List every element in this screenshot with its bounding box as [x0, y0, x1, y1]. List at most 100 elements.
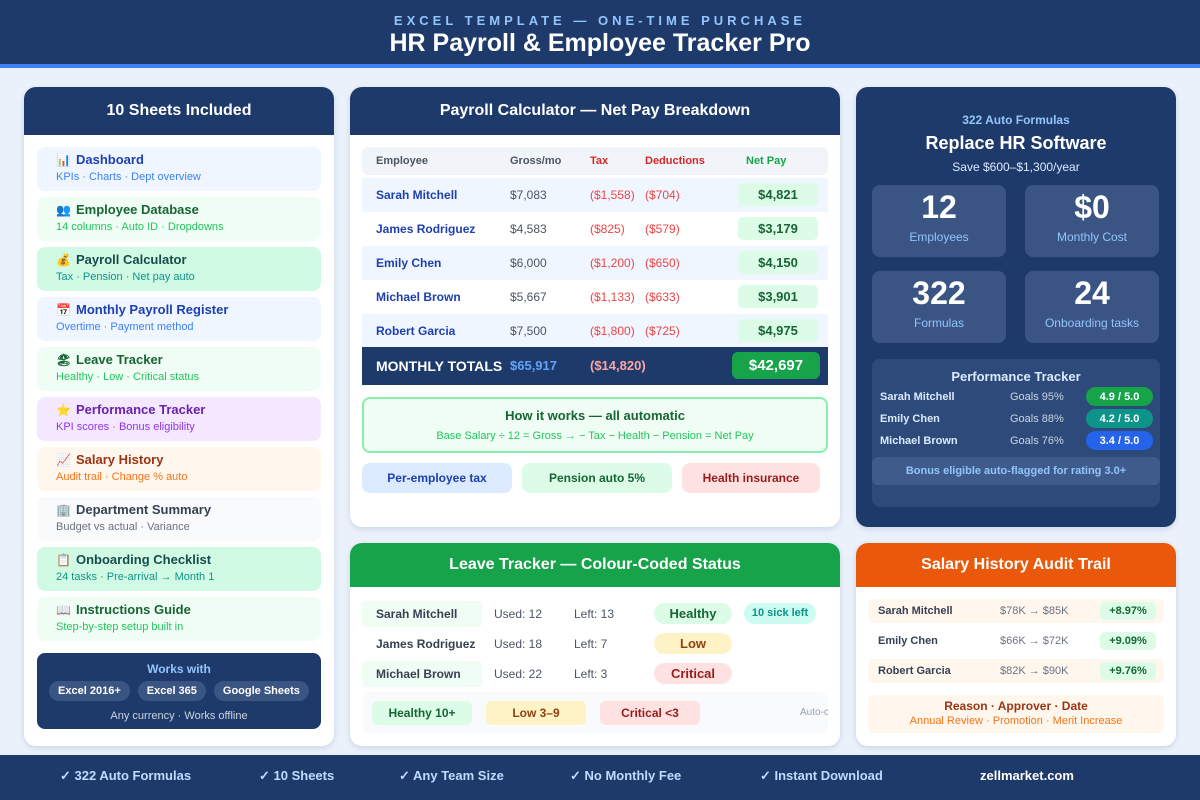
sheet-name: Employee Database: [76, 202, 199, 217]
table-row: James Rodriguez $4,583 ($825) ($579) $3,…: [362, 212, 828, 246]
sheet-item[interactable]: 🏖 Leave Tracker Healthy · Low · Critical …: [37, 347, 321, 391]
sheet-item[interactable]: 🏢 Department Summary Budget vs actual · V…: [37, 497, 321, 541]
leave-name: Sarah Mitchell: [362, 601, 482, 627]
sheet-desc: Audit trail · Change % auto: [56, 471, 188, 483]
sheet-item[interactable]: 💰 Payroll Calculator Tax · Pension · Net …: [37, 247, 321, 291]
col-tax: Tax: [590, 155, 609, 167]
gross: $4,583: [510, 222, 547, 236]
sheet-name: Leave Tracker: [76, 352, 163, 367]
salary-row: Emily Chen $66K → $72K +9.09%: [868, 629, 1164, 653]
sick-left-badge: 10 sick left: [744, 603, 816, 624]
deductions: ($704): [645, 188, 680, 202]
table-row: Robert Garcia $7,500 ($1,800) ($725) $4,…: [362, 314, 828, 348]
sheet-name: Dashboard: [76, 152, 144, 167]
sheet-desc: 14 columns · Auto ID · Dropdowns: [56, 221, 224, 233]
sheet-icon: 📊: [56, 153, 71, 167]
salary-name: Emily Chen: [878, 635, 938, 647]
page-header: EXCEL TEMPLATE — ONE-TIME PURCHASE HR Pa…: [0, 0, 1200, 68]
sheet-desc: Step-by-step setup built in: [56, 621, 184, 633]
stat-value: 24: [1074, 275, 1110, 311]
sheet-item[interactable]: 📋 Onboarding Checklist 24 tasks · Pre-arr…: [37, 547, 321, 591]
works-with-footer: Any currency · Works offline: [110, 710, 248, 722]
perf-name: Sarah Mitchell: [880, 391, 955, 403]
legend-low: Low 3–9: [486, 701, 586, 725]
sheet-icon: 📅: [56, 303, 71, 317]
legend-healthy: Healthy 10+: [372, 701, 472, 725]
sheet-item[interactable]: 👥 Employee Database 14 columns · Auto ID …: [37, 197, 321, 241]
footer-bar: ✓ 322 Auto Formulas ✓ 10 Sheets ✓ Any Te…: [0, 755, 1200, 800]
payroll-card: Payroll Calculator — Net Pay Breakdown E…: [350, 87, 840, 527]
perf-goals: Goals 95%: [1010, 391, 1064, 403]
leave-used: Used: 18: [494, 637, 543, 651]
leave-left: Left: 13: [574, 607, 615, 621]
leave-status: Critical: [654, 663, 732, 684]
tax: ($1,133): [590, 290, 635, 304]
net-pay: $4,150: [738, 251, 818, 274]
salary-card: Salary History Audit Trail Sarah Mitchel…: [856, 543, 1176, 746]
sheet-desc: Healthy · Low · Critical status: [56, 371, 200, 383]
sheet-name: Department Summary: [76, 502, 212, 517]
chip-pension: Pension auto 5%: [522, 463, 672, 493]
performance-box: Performance Tracker Sarah Mitchell Goals…: [872, 359, 1160, 507]
sheet-name: Instructions Guide: [76, 602, 191, 617]
stat-onboarding: 24 Onboarding tasks: [1025, 271, 1159, 343]
leave-left: Left: 3: [574, 667, 608, 681]
salary-reasons: Annual Review · Promotion · Merit Increa…: [909, 715, 1123, 727]
table-row: Sarah Mitchell $7,083 ($1,558) ($704) $4…: [362, 178, 828, 212]
sheet-item[interactable]: 📅 Monthly Payroll Register Overtime · Pay…: [37, 297, 321, 341]
footer-site-link[interactable]: zellmarket.com: [980, 768, 1074, 783]
col-net-pay: Net Pay: [746, 155, 787, 167]
table-row: Michael Brown $5,667 ($1,133) ($633) $3,…: [362, 280, 828, 314]
gross: $6,000: [510, 256, 547, 270]
sheet-item[interactable]: ⭐ Performance Tracker KPI scores · Bonus …: [37, 397, 321, 441]
salary-name: Robert Garcia: [878, 665, 951, 677]
stat-value: 12: [921, 189, 957, 225]
sheet-desc: Overtime · Payment method: [56, 321, 194, 333]
salary-row: Robert Garcia $82K → $90K +9.76%: [868, 659, 1164, 683]
leave-status: Healthy: [654, 603, 732, 624]
salary-pct: +8.97%: [1100, 602, 1156, 620]
stat-label: Employees: [909, 230, 969, 244]
sheet-item[interactable]: 📖 Instructions Guide Step-by-step setup b…: [37, 597, 321, 641]
salary-change: $82K → $90K: [1000, 665, 1069, 677]
totals-row: MONTHLY TOTALS $65,917 ($14,820) $42,697: [362, 347, 828, 385]
stat-employees: 12 Employees: [872, 185, 1006, 257]
tax: ($1,200): [590, 256, 635, 270]
sheet-item[interactable]: 📈 Salary History Audit trail · Change % a…: [37, 447, 321, 491]
net-pay: $4,975: [738, 319, 818, 342]
tax: ($825): [590, 222, 625, 236]
sheet-name: Payroll Calculator: [76, 252, 187, 267]
employee-name: Emily Chen: [376, 256, 442, 270]
deductions: ($725): [645, 324, 680, 338]
chip-health: Health insurance: [682, 463, 820, 493]
how-formula: Base Salary ÷ 12 = Gross → − Tax − Healt…: [436, 430, 754, 442]
salary-pct: +9.09%: [1100, 632, 1156, 650]
net-pay: $3,179: [738, 217, 818, 240]
sheet-icon: 📈: [56, 453, 71, 467]
perf-rating: 4.9 / 5.0: [1086, 387, 1153, 406]
sheet-name: Salary History: [76, 452, 164, 467]
promo-card: 322 Auto Formulas Replace HR Software Sa…: [856, 87, 1176, 527]
stat-value: $0: [1074, 189, 1110, 225]
totals-net: $42,697: [732, 352, 820, 379]
stat-label: Onboarding tasks: [1044, 316, 1140, 330]
leave-used: Used: 22: [494, 667, 543, 681]
sheet-icon: 🏢: [56, 503, 71, 517]
totals-label: MONTHLY TOTALS: [376, 358, 503, 374]
perf-goals: Goals 88%: [1010, 413, 1064, 425]
leave-row: James Rodriguez Used: 18 Left: 7 Low: [362, 631, 822, 657]
stat-label: Monthly Cost: [1056, 230, 1128, 244]
promo-title: Replace HR Software: [925, 133, 1107, 153]
perf-rating: 4.2 / 5.0: [1086, 409, 1153, 428]
leave-row: Sarah Mitchell Used: 12 Left: 13 Healthy…: [362, 601, 822, 627]
sheet-desc: KPIs · Charts · Dept overview: [56, 171, 201, 183]
legend-critical: Critical <3: [600, 701, 700, 725]
leave-row: Michael Brown Used: 22 Left: 3 Critical: [362, 661, 822, 687]
bonus-note: Bonus eligible auto-flagged for rating 3…: [872, 457, 1160, 485]
sheet-icon: 📋: [56, 553, 71, 567]
net-pay: $3,901: [738, 285, 818, 308]
salary-title: Salary History Audit Trail: [856, 543, 1176, 587]
leave-status: Low: [654, 633, 732, 654]
perf-rating: 3.4 / 5.0: [1086, 431, 1153, 450]
sheet-item[interactable]: 📊 Dashboard KPIs · Charts · Dept overview: [37, 147, 321, 191]
